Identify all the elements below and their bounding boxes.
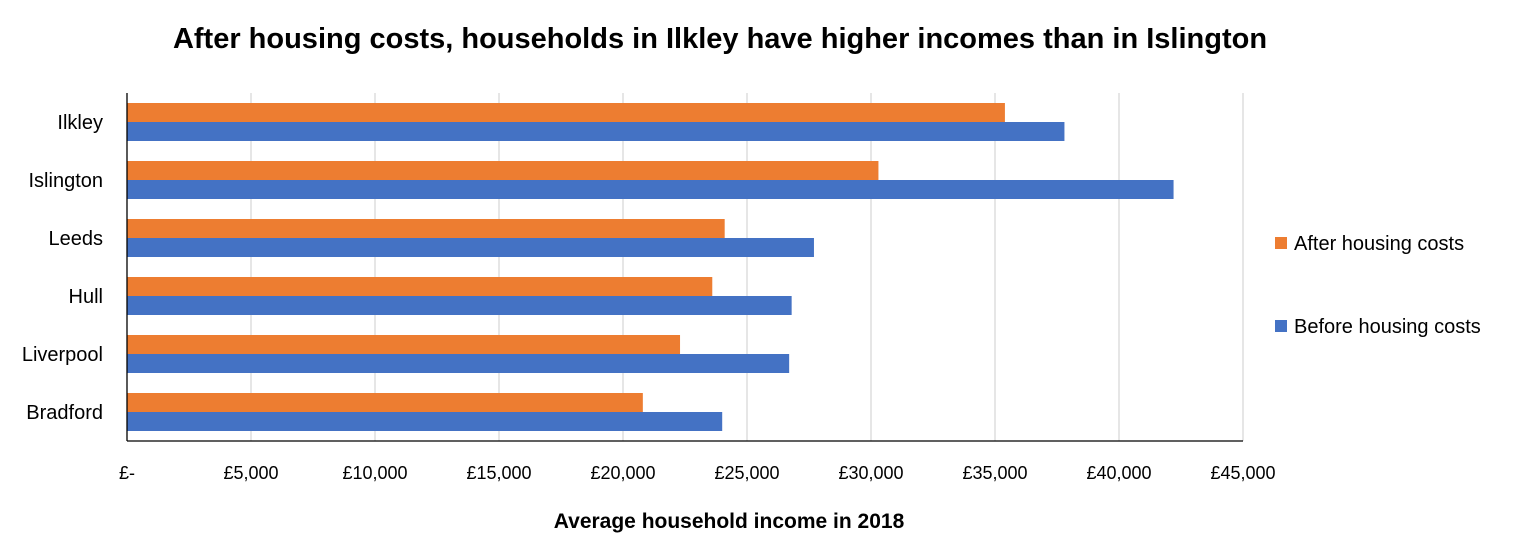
legend-swatch: [1275, 237, 1287, 249]
category-label: Ilkley: [57, 112, 103, 134]
x-tick-label: £40,000: [1086, 463, 1151, 483]
bar-leeds-after-housing-costs: [127, 219, 725, 238]
legend-label: Before housing costs: [1294, 316, 1481, 338]
x-tick-label: £-: [119, 463, 135, 483]
x-tick-label: £20,000: [590, 463, 655, 483]
category-label: Leeds: [49, 228, 104, 250]
bar-islington-before-housing-costs: [127, 180, 1174, 199]
bar-liverpool-before-housing-costs: [127, 354, 790, 373]
axes: [126, 93, 1243, 442]
category-label: Hull: [69, 286, 103, 308]
chart-title: After housing costs, households in Ilkle…: [173, 23, 1267, 55]
bar-leeds-before-housing-costs: [127, 238, 814, 257]
x-tick-label: £15,000: [466, 463, 531, 483]
bar-liverpool-after-housing-costs: [127, 335, 681, 354]
x-tick-label: £10,000: [342, 463, 407, 483]
x-axis-label: Average household income in 2018: [554, 510, 905, 533]
bar-hull-before-housing-costs: [127, 296, 792, 315]
x-tick-label: £35,000: [962, 463, 1027, 483]
x-tick-label: £30,000: [838, 463, 903, 483]
bar-bradford-after-housing-costs: [127, 393, 643, 412]
x-tick-label: £25,000: [714, 463, 779, 483]
gridlines: [250, 93, 1244, 441]
category-labels: Ilkley Islington Leeds Hull Liverpool Bradfor…: [22, 112, 103, 424]
bar-ilkley-after-housing-costs: [127, 103, 1005, 122]
bar-ilkley-before-housing-costs: [127, 122, 1065, 141]
x-tick-labels: £- £5,000 £10,000 £15,000 £20,000 £25,000 £30,…: [119, 463, 1276, 483]
category-label: Liverpool: [22, 344, 103, 366]
category-label: Islington: [29, 170, 104, 192]
bar-hull-after-housing-costs: [127, 277, 713, 296]
x-tick-label: £5,000: [223, 463, 278, 483]
legend-swatch: [1275, 320, 1287, 332]
bar-islington-after-housing-costs: [127, 161, 879, 180]
legend-label: After housing costs: [1294, 233, 1464, 255]
category-label: Bradford: [26, 402, 103, 424]
bar-bradford-before-housing-costs: [127, 412, 723, 431]
x-tick-label: £45,000: [1210, 463, 1275, 483]
legend: After housing costs Before housing costs: [1275, 233, 1481, 338]
bars: [127, 103, 1174, 431]
